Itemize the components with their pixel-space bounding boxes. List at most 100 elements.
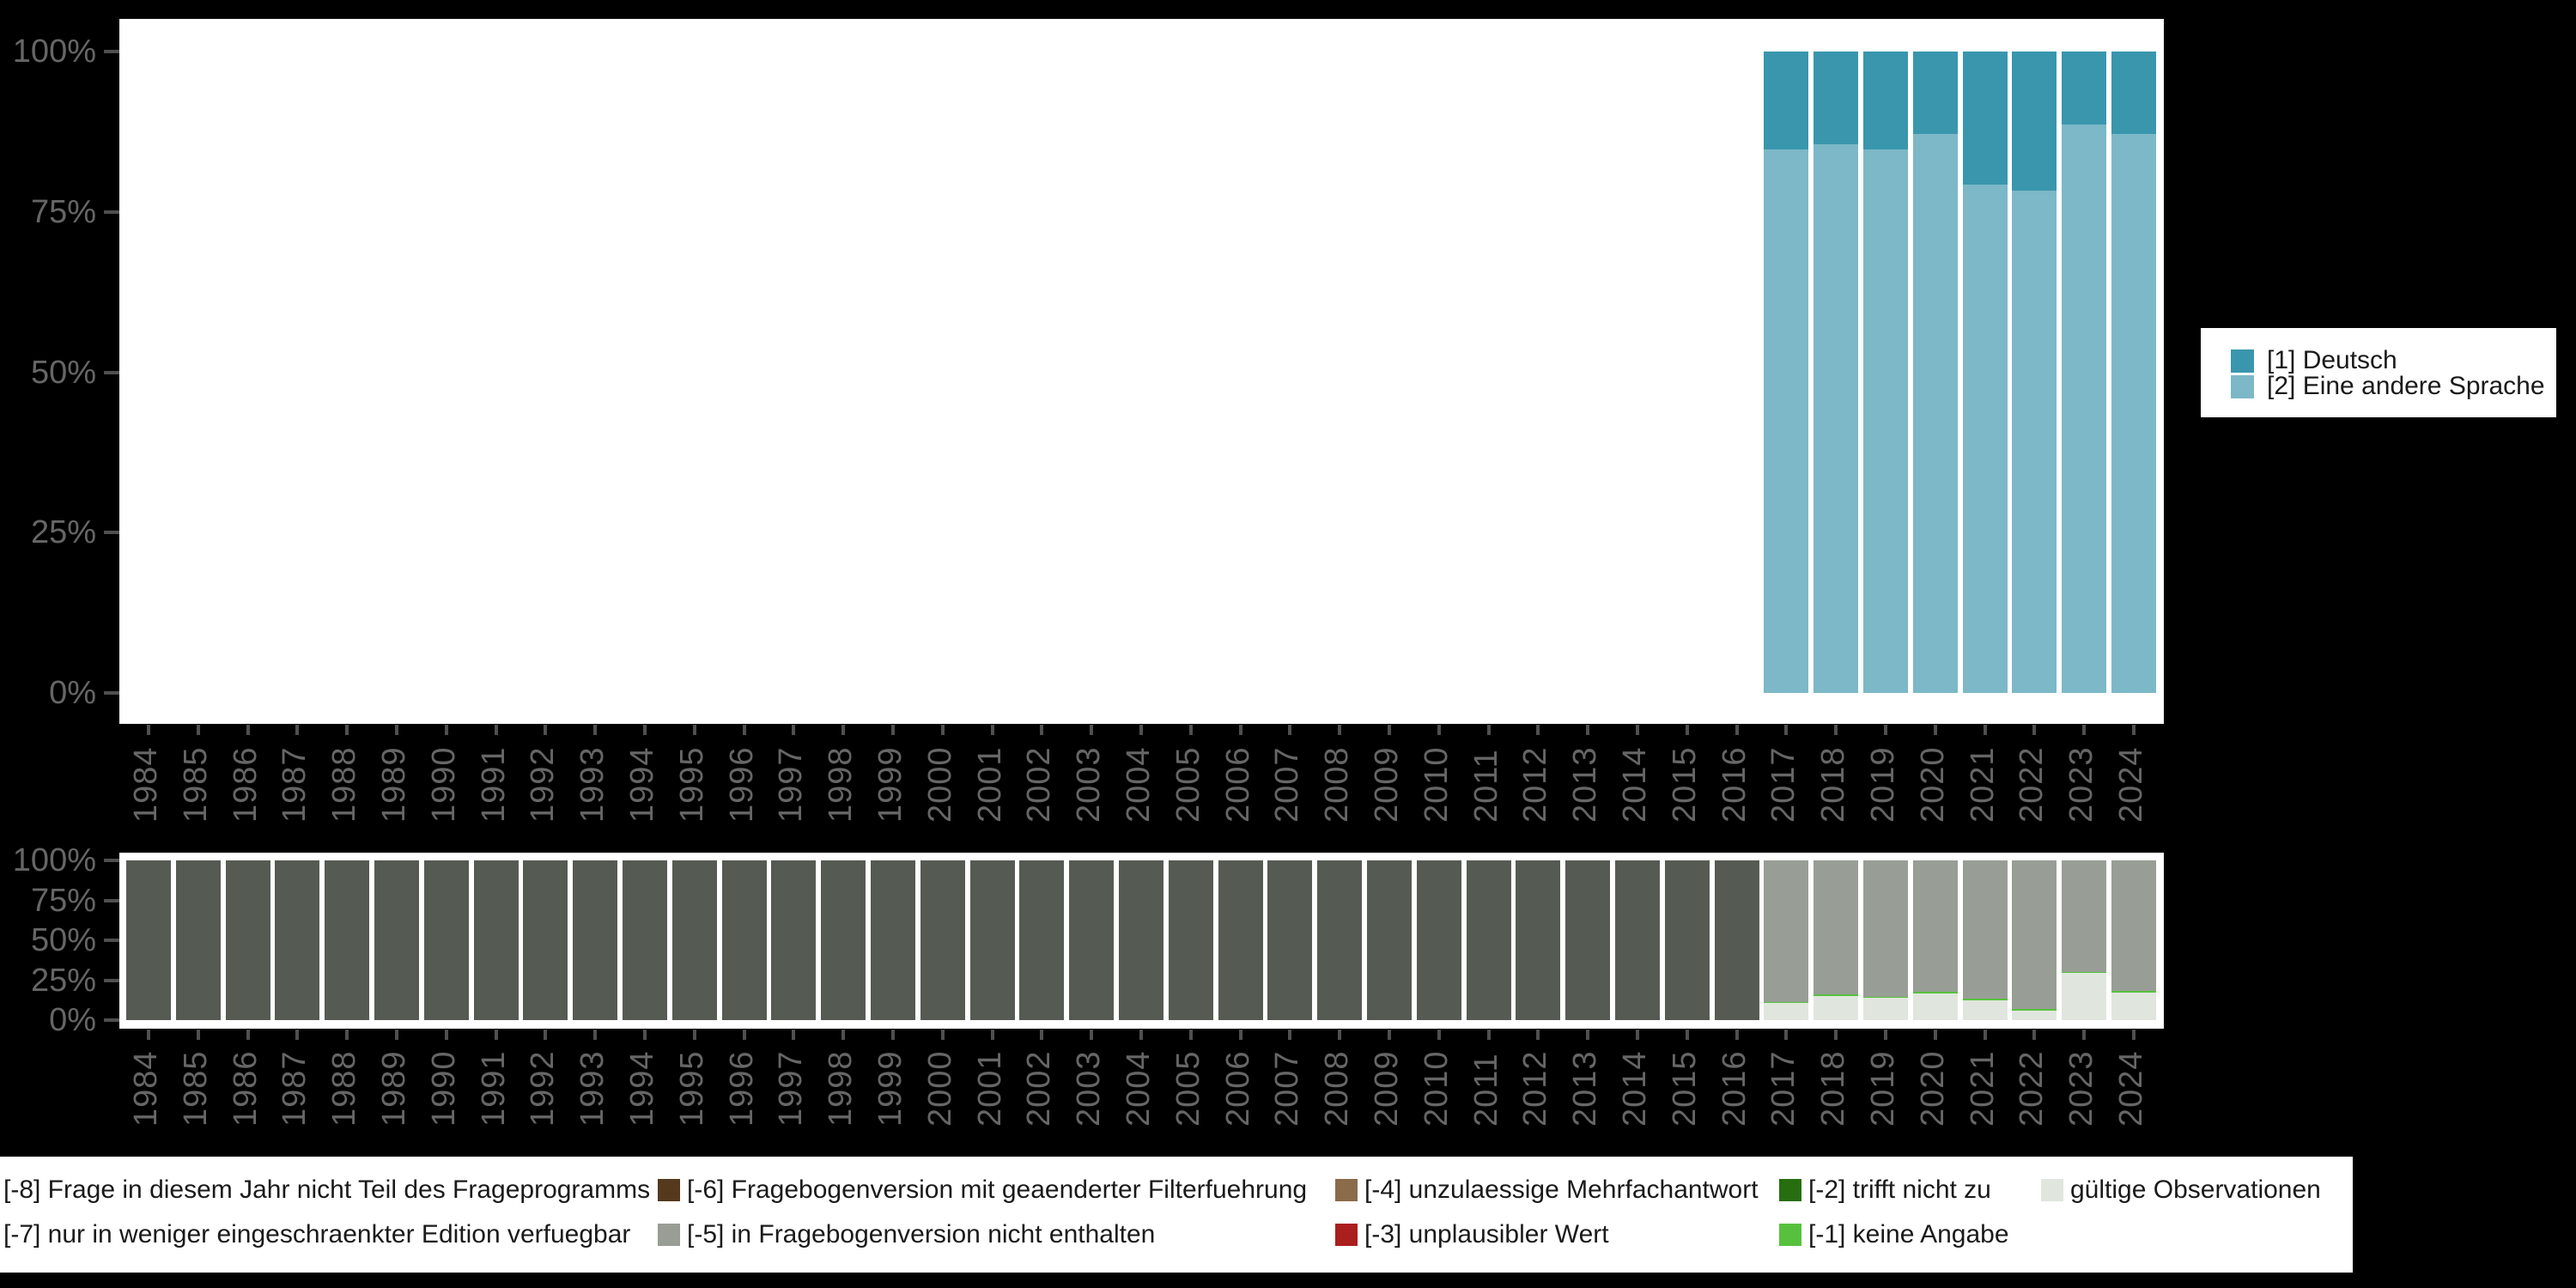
bar-segment xyxy=(1119,860,1163,1020)
legend-swatch xyxy=(2041,1179,2063,1201)
bar-segment xyxy=(275,860,320,1020)
x-axis-tick xyxy=(1188,725,1193,735)
bar-segment xyxy=(1615,860,1660,1020)
y-axis-tick xyxy=(104,859,119,862)
x-axis-year-label: 2010 xyxy=(1418,746,1455,823)
x-axis-tick xyxy=(345,1030,349,1040)
legend-label: gültige Observationen xyxy=(2070,1176,2321,1204)
x-axis-year-label: 2007 xyxy=(1269,1050,1306,1127)
x-axis-tick xyxy=(395,725,398,735)
bar-segment xyxy=(325,860,370,1020)
x-axis-tick xyxy=(891,1030,895,1040)
x-axis-year-label: 2016 xyxy=(1716,746,1753,823)
x-axis-year-label: 2006 xyxy=(1219,746,1256,823)
bar-segment xyxy=(969,860,1015,1020)
x-axis-tick xyxy=(1933,1030,1937,1040)
x-axis-year-label: 1991 xyxy=(475,1050,512,1127)
y-axis-tick xyxy=(104,210,119,214)
x-axis-year-label: 2024 xyxy=(2113,746,2149,823)
x-axis-tick xyxy=(742,725,746,735)
x-axis-year-label: 1998 xyxy=(823,746,860,823)
x-axis-year-label: 2005 xyxy=(1170,1050,1206,1127)
x-axis-tick xyxy=(395,1030,398,1040)
y-axis-tick xyxy=(104,978,119,982)
x-axis-year-label: 1984 xyxy=(128,1050,164,1127)
x-axis-tick xyxy=(544,1030,548,1040)
legend-label: [-7] nur in weniger eingeschraenkter Edi… xyxy=(3,1220,631,1249)
bar-segment xyxy=(821,860,866,1020)
bar-segment xyxy=(1317,860,1363,1020)
x-axis-year-label: 2017 xyxy=(1765,1050,1802,1127)
x-axis-tick xyxy=(246,725,250,735)
x-axis-year-label: 2020 xyxy=(1914,746,1951,823)
x-axis-year-label: 2018 xyxy=(1815,746,1852,823)
x-axis-tick xyxy=(940,1030,945,1040)
x-axis-year-label: 2000 xyxy=(921,746,958,823)
x-axis-tick xyxy=(2132,1030,2136,1040)
legend-label: [-8] Frage in diesem Jahr nicht Teil des… xyxy=(3,1176,651,1204)
x-axis-year-label: 1985 xyxy=(177,1050,214,1127)
x-axis-tick xyxy=(544,725,548,735)
x-axis-tick xyxy=(1437,725,1441,735)
x-axis-tick xyxy=(1486,1030,1491,1040)
x-axis-year-label: 1990 xyxy=(425,746,462,823)
bar-segment xyxy=(1912,52,1958,134)
x-axis-year-label: 2004 xyxy=(1121,746,1157,823)
x-axis-tick xyxy=(1784,725,1789,735)
bar-segment xyxy=(2062,973,2107,1020)
bar-segment xyxy=(126,860,171,1020)
bar-segment xyxy=(1962,185,2008,693)
bar-segment xyxy=(1863,149,1908,693)
x-axis-year-label: 2009 xyxy=(1369,1050,1405,1127)
bar-segment xyxy=(1814,144,1859,693)
bar-segment xyxy=(473,860,519,1020)
bar-segment xyxy=(1714,860,1759,1020)
x-axis-tick xyxy=(692,1030,696,1040)
legend-label: [-6] Fragebogenversion mit geaenderter F… xyxy=(687,1176,1308,1204)
bar-segment xyxy=(175,860,221,1020)
x-axis-tick xyxy=(940,725,945,735)
x-axis-year-label: 2014 xyxy=(1617,746,1653,823)
bar-segment xyxy=(1367,860,1412,1020)
legend-label: [1] Deutsch xyxy=(2267,346,2397,374)
legend-swatch xyxy=(1335,1179,1358,1201)
x-axis-tick xyxy=(1685,1030,1689,1040)
y-axis-tick-label: 50% xyxy=(30,354,96,391)
x-axis-year-label: 1988 xyxy=(326,1050,363,1127)
x-axis-tick xyxy=(742,1030,746,1040)
x-axis-tick xyxy=(147,1030,150,1040)
x-axis-year-label: 2023 xyxy=(2063,1050,2100,1127)
x-axis-tick xyxy=(1784,1030,1789,1040)
x-axis-year-label: 1999 xyxy=(872,746,908,823)
bar-segment xyxy=(2012,860,2057,1010)
x-axis-year-label: 1993 xyxy=(574,1050,611,1127)
bar-segment xyxy=(2012,191,2057,693)
x-axis-year-label: 1999 xyxy=(872,1050,908,1127)
legend-swatch xyxy=(2231,375,2254,398)
x-axis-tick xyxy=(792,1030,796,1040)
y-axis-tick xyxy=(104,898,119,902)
y-axis-tick-label: 0% xyxy=(49,675,96,711)
y-axis-tick xyxy=(104,939,119,942)
x-axis-year-label: 2010 xyxy=(1418,1050,1455,1127)
x-axis-tick xyxy=(2032,1030,2037,1040)
x-axis-tick xyxy=(295,1030,300,1040)
x-axis-tick xyxy=(1338,1030,1342,1040)
bar-segment xyxy=(2062,125,2107,693)
x-axis-year-label: 2011 xyxy=(1467,1053,1504,1127)
bar-segment xyxy=(1069,860,1115,1020)
x-axis-year-label: 1990 xyxy=(425,1050,462,1127)
x-axis-tick xyxy=(196,725,200,735)
legend-label: [-4] unzulaessige Mehrfachantwort xyxy=(1364,1176,1759,1204)
bar-segment xyxy=(1863,996,1908,999)
bar-segment xyxy=(920,860,965,1020)
legend-swatch xyxy=(2231,349,2254,373)
legend-label: [-2] trifft nicht zu xyxy=(1808,1176,1991,1204)
x-axis-year-label: 2015 xyxy=(1666,746,1703,823)
x-axis-year-label: 2021 xyxy=(1964,746,2001,823)
x-axis-tick xyxy=(1486,725,1491,735)
x-axis-tick xyxy=(1636,725,1639,735)
y-axis-tick xyxy=(104,50,119,53)
x-axis-year-label: 2005 xyxy=(1170,746,1206,823)
x-axis-year-label: 1993 xyxy=(574,746,611,823)
